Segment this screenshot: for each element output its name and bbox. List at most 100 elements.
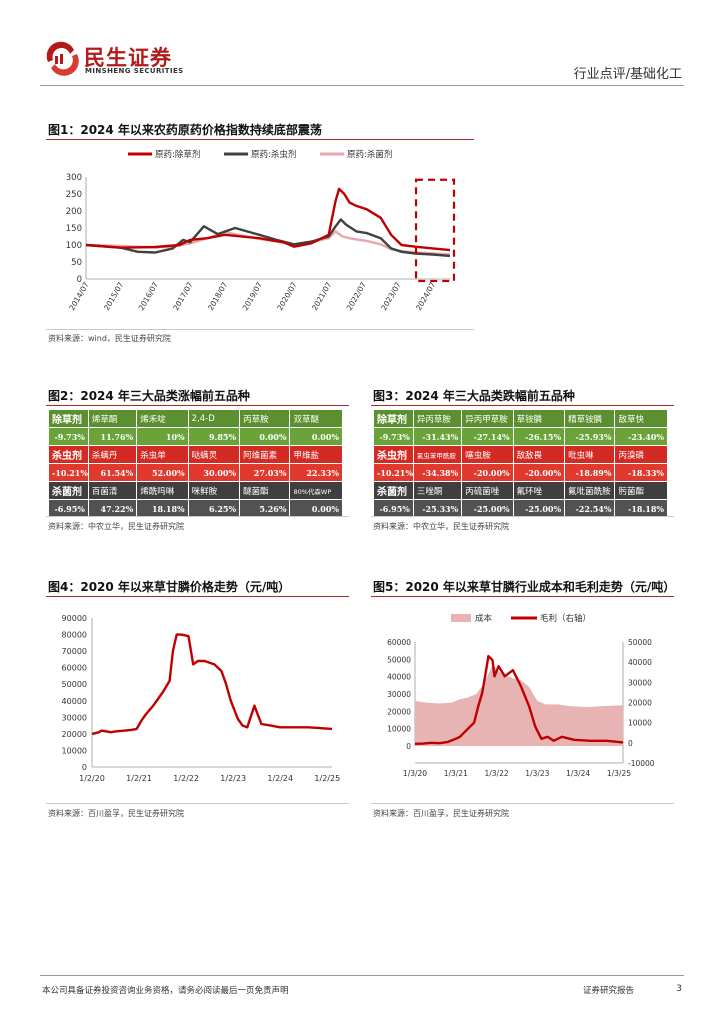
- footer-disclaimer: 本公司具备证券投资咨询业务资格，请务必阅读最后一页免责声明: [42, 986, 289, 996]
- fig3-title-rule: [371, 405, 674, 406]
- product-change: -25.00%: [512, 499, 566, 518]
- brand-name-cn: 民生证券: [84, 46, 172, 70]
- product-change: -31.43%: [412, 427, 463, 446]
- product-name: 异丙甲草胺: [461, 409, 514, 428]
- fig3-source-rule: [371, 516, 674, 517]
- table-row: -6.95% -25.33% -25.00% -25.00% -22.54% -18.18…: [373, 499, 668, 518]
- category-label: 杀虫剂: [48, 445, 89, 464]
- category-label: 除草剂: [48, 409, 89, 428]
- fig1-x-tick-label: 2016/07: [137, 280, 160, 312]
- fig1-x-tick-label: 2022/07: [345, 280, 368, 312]
- fig1-y-tick-label: 0: [77, 275, 82, 285]
- product-name: 氟环唑: [512, 481, 566, 500]
- fig5-y-tick-label: 60000: [387, 638, 411, 647]
- header-divider: [40, 85, 684, 86]
- fig5-y-tick-label: 30000: [387, 690, 411, 699]
- fig1-highlight-box: [414, 178, 456, 283]
- product-change: 52.00%: [136, 463, 189, 482]
- product-name: 敌草快: [614, 409, 668, 428]
- fig2-table-wrap: 除草剂 烯草酮 烯禾啶 2,4-D 丙草胺 双草醚 -9.73% 11.76% 10% 9.85%…: [48, 409, 343, 518]
- table-row: 除草剂 烯草酮 烯禾啶 2,4-D 丙草胺 双草醚: [48, 409, 343, 428]
- fig5-title-rule: [371, 596, 674, 597]
- fig5-y-tick-label: 10000: [387, 725, 411, 734]
- product-name: 阿维菌素: [239, 445, 291, 464]
- fig4-y-tick-label: 60000: [62, 664, 87, 673]
- table-row: -9.73% 11.76% 10% 9.85% 0.00% 0.00%: [48, 427, 343, 446]
- fig5-x-tick-label: 1/3/21: [444, 769, 468, 778]
- category-label: 杀菌剂: [48, 481, 89, 500]
- brand-name-en: MINSHENG SECURITIES: [85, 67, 184, 75]
- category-change: -9.73%: [48, 427, 89, 446]
- product-change: 22.33%: [289, 463, 343, 482]
- fig1-title: 图1：2024 年以来农药原药价格指数持续底部震荡: [48, 123, 322, 137]
- fig4-y-tick-label: 30000: [62, 713, 87, 722]
- fig1-x-tick-label: 2019/07: [241, 280, 264, 312]
- fig5-y-tick-label: 40000: [387, 673, 411, 682]
- table-row: 除草剂 异丙草胺 异丙甲草胺 草铵膦 精草铵膦 敌草快: [373, 409, 668, 428]
- product-change: -18.89%: [564, 463, 616, 482]
- fig5-source: 资料来源：百川盈孚，民生证券研究院: [373, 809, 509, 818]
- product-name: 丙草胺: [239, 409, 291, 428]
- fig4-y-tick-label: 10000: [62, 746, 87, 755]
- product-change: 0.00%: [289, 499, 343, 518]
- fig1-x-tick-label: 2023/07: [379, 280, 402, 312]
- fig3-table-wrap: 除草剂 异丙草胺 异丙甲草胺 草铵膦 精草铵膦 敌草快 -9.73% -31.43% -27.1…: [373, 409, 668, 518]
- table-row: -10.21% -34.38% -20.00% -20.00% -18.89% -18.3…: [373, 463, 668, 482]
- product-change: -25.33%: [412, 499, 463, 518]
- product-change: -25.93%: [564, 427, 616, 446]
- product-name: 醚菌酯: [239, 481, 291, 500]
- fig1-y-tick-label: 300: [66, 173, 82, 183]
- product-name: 烯草酮: [87, 409, 138, 428]
- product-change: -23.40%: [614, 427, 668, 446]
- table-row: 杀虫剂 杀螨丹 杀虫单 哒螨灵 阿维菌素 甲维盐: [48, 445, 343, 464]
- product-name: 哒螨灵: [187, 445, 241, 464]
- product-name: 敌敌畏: [512, 445, 566, 464]
- fig5-y2-tick-label: 50000: [628, 638, 652, 647]
- fig2-source-rule: [46, 516, 349, 517]
- table-row: -6.95% 47.22% 18.18% 6.25% 5.26% 0.00%: [48, 499, 343, 518]
- fig2-source: 资料来源：中农立华，民生证券研究院: [48, 522, 184, 531]
- fig5-source-rule: [371, 803, 674, 804]
- fig1-y-tick-label: 100: [66, 241, 82, 251]
- fig1-legend-label: 原药:除草剂: [155, 149, 200, 160]
- fig1-x-tick-label: 2021/07: [310, 280, 333, 312]
- fig5-legend-swatch-cost: [451, 614, 471, 622]
- table-row: -9.73% -31.43% -27.14% -26.15% -25.93% -23.40…: [373, 427, 668, 446]
- fig1-legend-label: 原药:杀虫剂: [251, 149, 296, 160]
- fig1-title-rule: [46, 139, 474, 140]
- product-name: 烯禾啶: [136, 409, 189, 428]
- product-name: 双草醚: [289, 409, 343, 428]
- fig4-y-tick-label: 80000: [62, 631, 87, 640]
- category-change: -6.95%: [48, 499, 89, 518]
- fig4-y-tick-label: 90000: [62, 614, 87, 623]
- category-label: 除草剂: [373, 409, 414, 428]
- fig1-chart: 原药:除草剂 原药:杀虫剂 原药:杀菌剂 0 50 100 150 200 250 300 2014…: [66, 149, 456, 312]
- fig1-x-tick-label: 2018/07: [206, 280, 229, 312]
- product-name: 噻虫胺: [461, 445, 514, 464]
- fig1-x-tick-label: 2017/07: [171, 280, 194, 312]
- fig1-y-tick-label: 150: [66, 224, 82, 234]
- product-name: 百菌清: [87, 481, 138, 500]
- fig5-x-tick-label: 1/3/24: [566, 769, 590, 778]
- fig4-title-rule: [46, 596, 349, 597]
- footer-report-type: 证券研究报告: [582, 986, 634, 996]
- fig5-x-tick-label: 1/3/22: [484, 769, 508, 778]
- product-name: 丙硫菌唑: [461, 481, 514, 500]
- product-name: 杀虫单: [136, 445, 189, 464]
- fig1-y-tick-label: 250: [66, 190, 82, 200]
- product-change: 9.85%: [187, 427, 241, 446]
- fig1-source: 资料来源：wind，民生证券研究院: [48, 334, 171, 343]
- fig3-table: 除草剂 异丙草胺 异丙甲草胺 草铵膦 精草铵膦 敌草快 -9.73% -31.43% -27.1…: [373, 409, 668, 518]
- section-label: 行业点评/基础化工: [573, 67, 682, 82]
- product-change: 47.22%: [87, 499, 138, 518]
- product-change: 11.76%: [87, 427, 138, 446]
- product-change: 6.25%: [187, 499, 241, 518]
- category-change: -10.21%: [373, 463, 414, 482]
- category-label: 杀菌剂: [373, 481, 414, 500]
- category-change: -6.95%: [373, 499, 414, 518]
- fig5-legend-label: 毛利（右轴）: [540, 613, 591, 624]
- fig4-y-tick-label: 0: [82, 763, 87, 772]
- fig5-y-tick-label: 20000: [387, 707, 411, 716]
- fig3-title: 图3：2024 年三大品类跌幅前五品种: [373, 389, 575, 403]
- fig1-x-tick-label: 2014/07: [67, 280, 90, 312]
